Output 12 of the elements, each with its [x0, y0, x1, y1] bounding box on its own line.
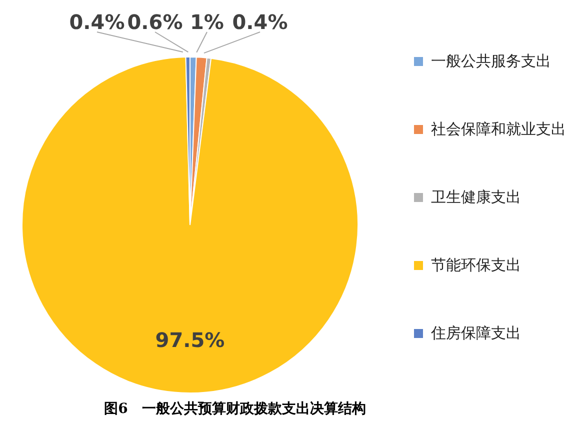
- legend-label: 社会保障和就业支出: [431, 120, 566, 139]
- legend-label: 节能环保支出: [431, 256, 521, 275]
- pie-slice: [22, 56, 358, 394]
- data-label: 0.6%: [127, 10, 183, 34]
- legend-label: 卫生健康支出: [431, 188, 521, 207]
- data-label: 0.4%: [232, 10, 288, 34]
- text: 图6 一般公共预算财政拨款支出决算结构: [103, 400, 367, 418]
- legend-label: 一般公共服务支出: [431, 52, 551, 71]
- legend-label: 住房保障支出: [431, 324, 521, 343]
- data-label: 97.5%: [155, 328, 225, 352]
- data-label: 1%: [190, 10, 224, 34]
- data-label: 0.4%: [69, 10, 125, 34]
